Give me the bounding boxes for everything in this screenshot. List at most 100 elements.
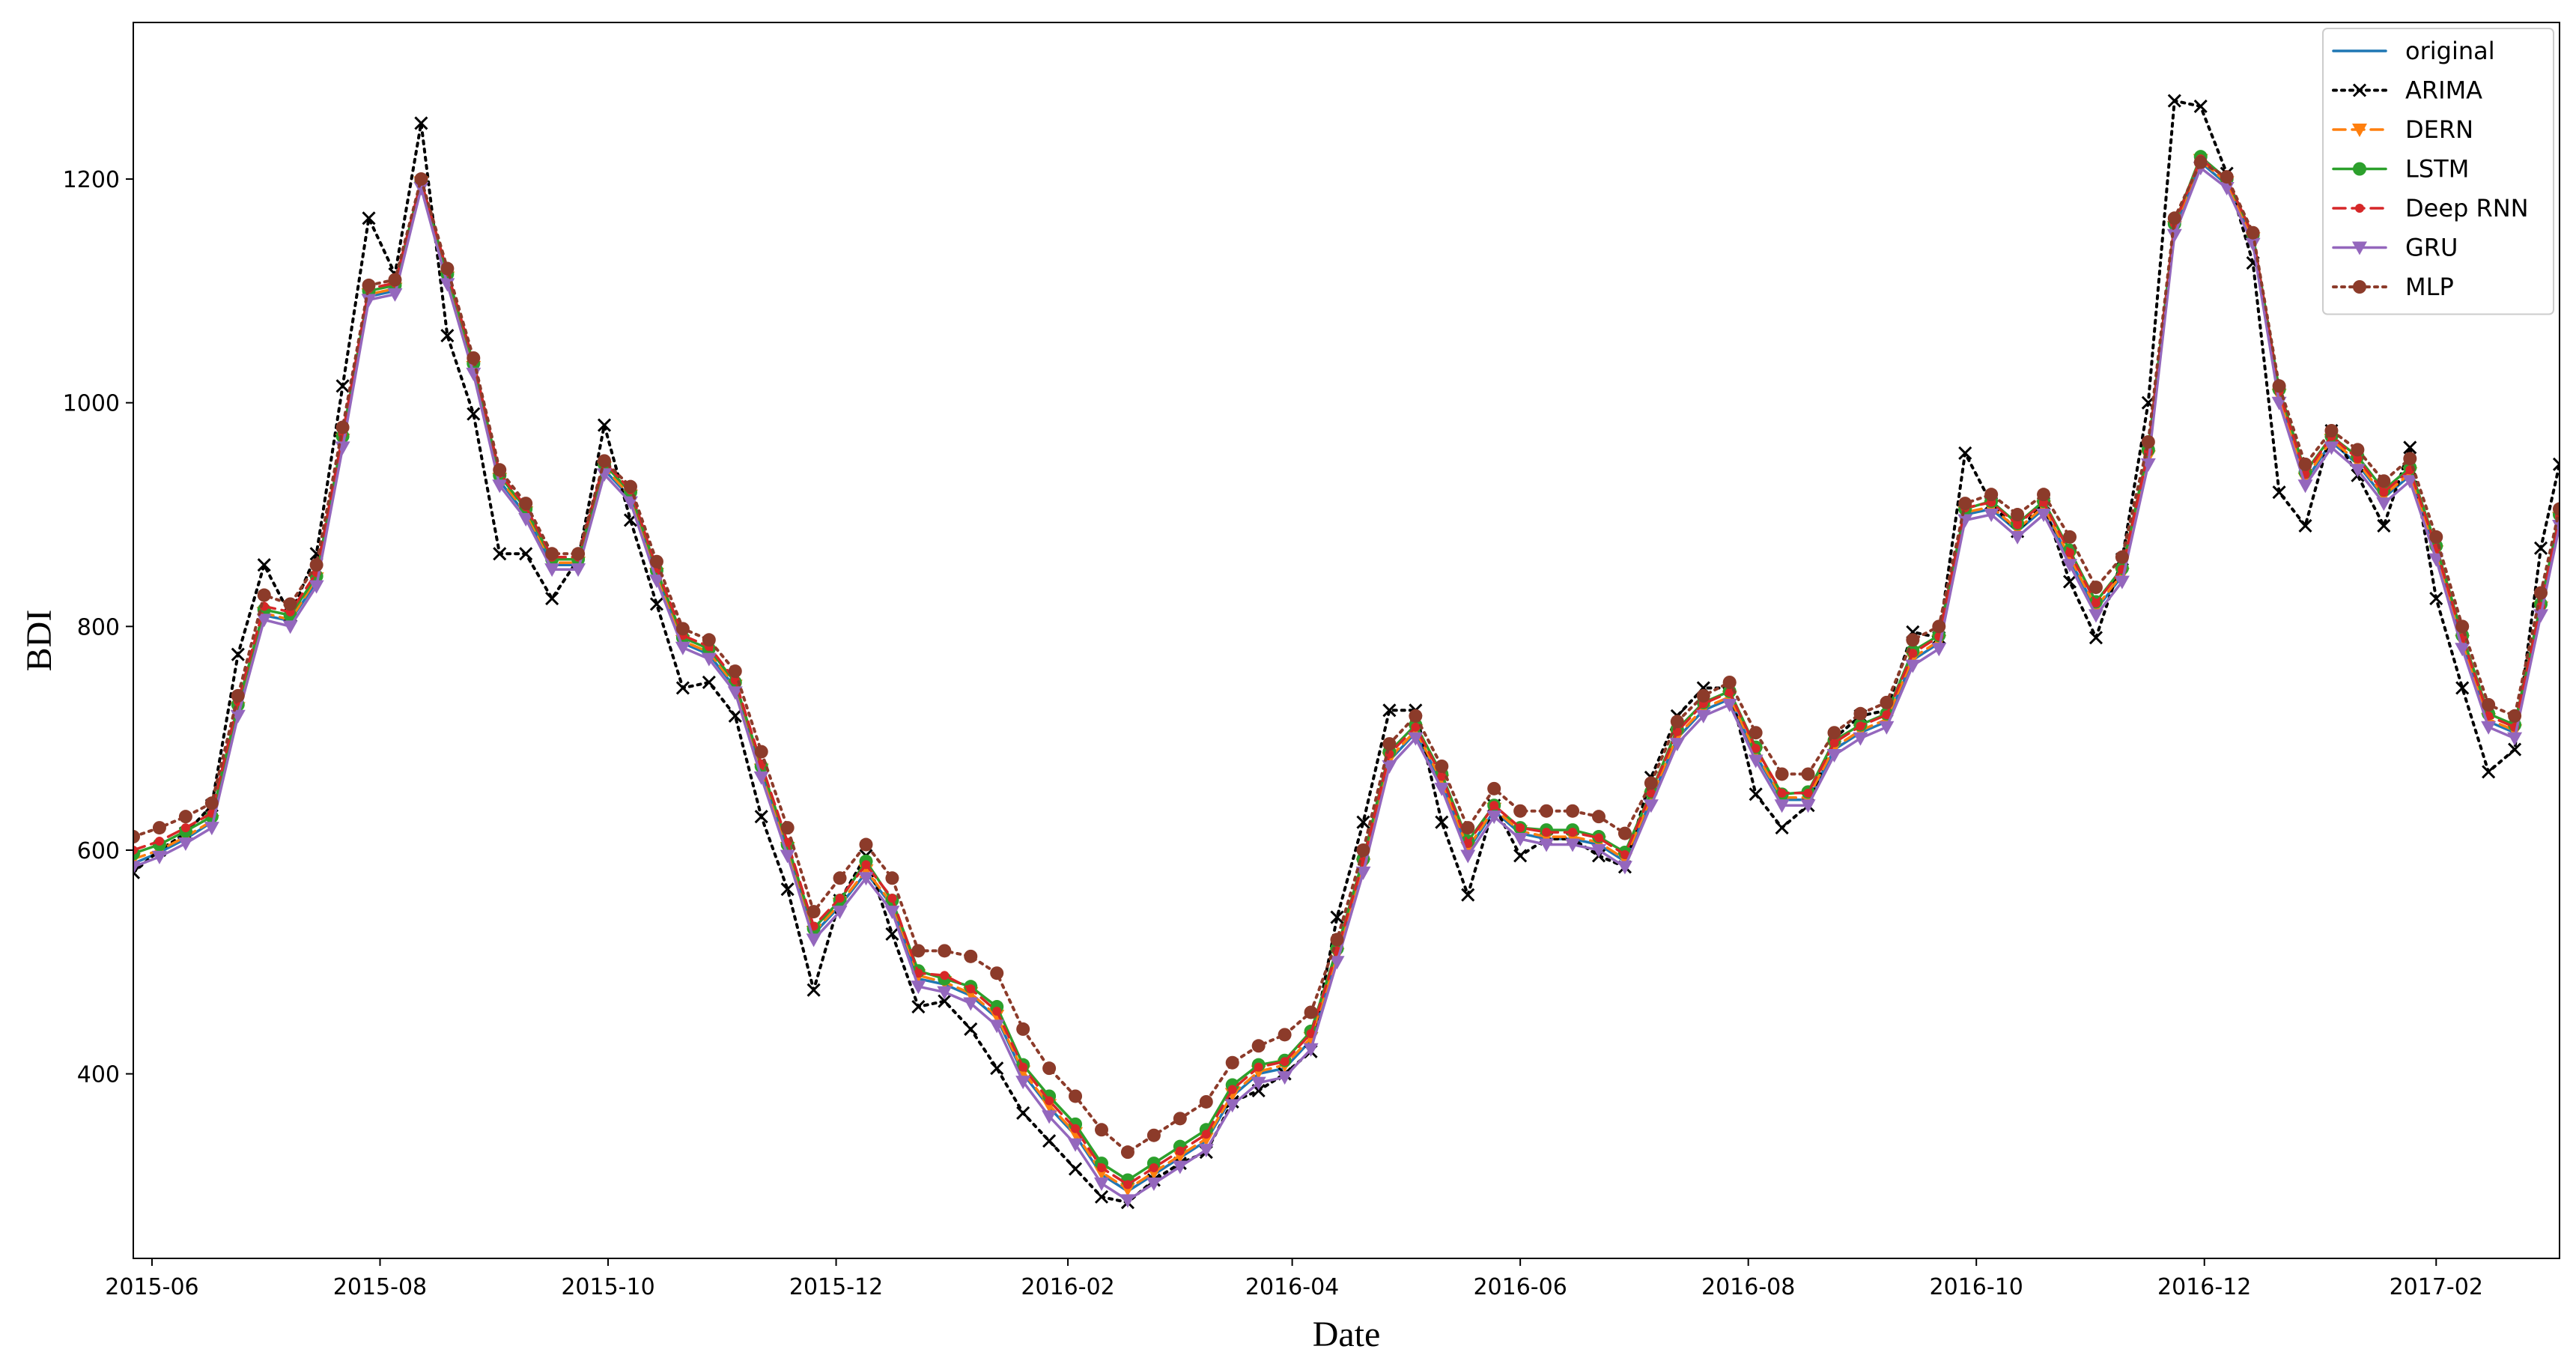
data-point-arima bbox=[335, 379, 350, 393]
data-point-deep-rnn bbox=[1227, 1085, 1237, 1094]
legend-label-dern: DERN bbox=[2405, 115, 2473, 144]
data-point-arima bbox=[545, 591, 559, 606]
data-point-arima bbox=[2167, 94, 2181, 108]
data-point-gru bbox=[1434, 782, 1450, 796]
data-point-arima bbox=[2298, 518, 2312, 533]
data-point-arima bbox=[2482, 765, 2496, 779]
data-point-gru bbox=[2166, 228, 2182, 243]
data-point-mlp bbox=[1382, 737, 1397, 751]
data-point-mlp bbox=[2455, 619, 2470, 634]
data-point-deep-rnn bbox=[1437, 772, 1447, 781]
data-point-deep-rnn bbox=[1542, 828, 1552, 837]
data-point-mlp bbox=[1278, 1028, 1292, 1042]
data-point-arima bbox=[493, 547, 507, 561]
x-tick-label: 2015-10 bbox=[561, 1274, 654, 1300]
legend-label-deep-rnn: Deep RNN bbox=[2405, 194, 2529, 222]
data-point-gru bbox=[2552, 519, 2560, 533]
legend-label-lstm: LSTM bbox=[2405, 155, 2469, 184]
data-point-gru bbox=[806, 933, 821, 948]
data-point-gru bbox=[1800, 799, 1816, 813]
legend-label-arima: ARIMA bbox=[2405, 76, 2482, 105]
data-point-mlp bbox=[1304, 1005, 1318, 1019]
data-point-gru bbox=[989, 1019, 1005, 1034]
data-point-mlp bbox=[2377, 474, 2391, 488]
data-point-gru bbox=[204, 822, 219, 836]
data-point-mlp bbox=[990, 966, 1004, 980]
data-point-mlp bbox=[885, 871, 899, 885]
data-point-arima bbox=[133, 865, 141, 879]
data-point-arima bbox=[1749, 787, 1763, 801]
data-point-gru bbox=[1565, 838, 1581, 852]
data-point-deep-rnn bbox=[1280, 1057, 1289, 1067]
data-point-deep-rnn bbox=[1201, 1130, 1211, 1139]
data-point-gru bbox=[937, 986, 953, 1000]
data-point-mlp bbox=[833, 871, 847, 885]
data-point-deep-rnn bbox=[1045, 1096, 1054, 1106]
data-point-mlp bbox=[257, 588, 271, 602]
data-point-mlp bbox=[1722, 675, 1737, 689]
data-point-arima bbox=[938, 994, 952, 1008]
data-point-deep-rnn bbox=[1254, 1062, 1263, 1072]
data-point-arima bbox=[2089, 631, 2103, 645]
data-point-deep-rnn bbox=[1071, 1124, 1081, 1133]
data-point-mlp bbox=[1749, 726, 1763, 740]
x-tick-label: 2015-06 bbox=[105, 1274, 198, 1300]
data-point-arima bbox=[2533, 541, 2548, 555]
data-point-arima bbox=[2193, 99, 2208, 114]
data-point-gru bbox=[2010, 530, 2026, 545]
data-point-mlp bbox=[2553, 502, 2560, 516]
data-point-deep-rnn bbox=[1463, 839, 1473, 849]
data-point-arima bbox=[1775, 821, 1789, 835]
data-point-deep-rnn bbox=[1856, 721, 1865, 731]
y-tick-label: 800 bbox=[77, 614, 120, 640]
data-point-gru bbox=[544, 563, 560, 578]
y-tick-label: 1200 bbox=[63, 167, 120, 193]
data-point-gru bbox=[1591, 843, 1606, 858]
series-line-deep-rnn bbox=[133, 157, 2560, 1186]
data-point-gru bbox=[780, 849, 795, 864]
data-point-gru bbox=[2533, 609, 2549, 623]
data-point-arima bbox=[990, 1061, 1004, 1076]
data-point-gru bbox=[858, 872, 874, 886]
data-point-arima bbox=[2377, 518, 2391, 533]
x-tick-label: 2016-08 bbox=[1701, 1274, 1795, 1300]
plot-frame bbox=[133, 22, 2560, 1259]
data-point-gru bbox=[282, 620, 298, 634]
series-line-dern bbox=[133, 158, 2560, 1191]
data-point-mlp bbox=[728, 664, 742, 679]
data-point-deep-rnn bbox=[1803, 788, 1813, 798]
data-point-deep-rnn bbox=[1568, 828, 1578, 837]
data-point-mlp bbox=[133, 830, 140, 844]
data-point-mlp bbox=[1461, 821, 1475, 835]
data-point-deep-rnn bbox=[1882, 710, 1892, 720]
data-point-deep-rnn bbox=[1489, 801, 1499, 810]
data-point-gru bbox=[2088, 609, 2103, 623]
data-point-deep-rnn bbox=[861, 860, 871, 870]
data-point-mlp bbox=[1251, 1039, 1266, 1053]
legend-marker-deep-rnn bbox=[2355, 204, 2364, 213]
data-point-deep-rnn bbox=[1018, 1062, 1028, 1072]
data-point-gru bbox=[911, 980, 926, 995]
data-point-gru bbox=[2455, 643, 2470, 657]
data-point-gru bbox=[2376, 497, 2392, 512]
data-point-mlp bbox=[571, 547, 586, 561]
data-point-arima bbox=[467, 407, 481, 421]
data-point-mlp bbox=[859, 837, 873, 852]
legend-item-gru: GRU bbox=[2332, 234, 2458, 262]
data-point-mlp bbox=[440, 261, 455, 276]
data-point-mlp bbox=[2482, 697, 2496, 712]
data-point-mlp bbox=[2246, 225, 2260, 240]
data-point-arima bbox=[1016, 1106, 1030, 1120]
data-point-gru bbox=[1486, 810, 1502, 825]
x-tick-label: 2016-02 bbox=[1021, 1274, 1114, 1300]
legend-item-arima: ARIMA bbox=[2332, 76, 2482, 105]
data-point-deep-rnn bbox=[154, 837, 164, 846]
data-point-arima bbox=[885, 927, 899, 942]
x-axis-title: Date bbox=[1313, 1315, 1381, 1354]
data-point-mlp bbox=[2403, 452, 2417, 466]
x-tick-label: 2016-10 bbox=[1930, 1274, 2023, 1300]
legend-label-gru: GRU bbox=[2405, 234, 2458, 262]
x-tick-label: 2016-06 bbox=[1473, 1274, 1567, 1300]
data-point-mlp bbox=[598, 454, 612, 468]
